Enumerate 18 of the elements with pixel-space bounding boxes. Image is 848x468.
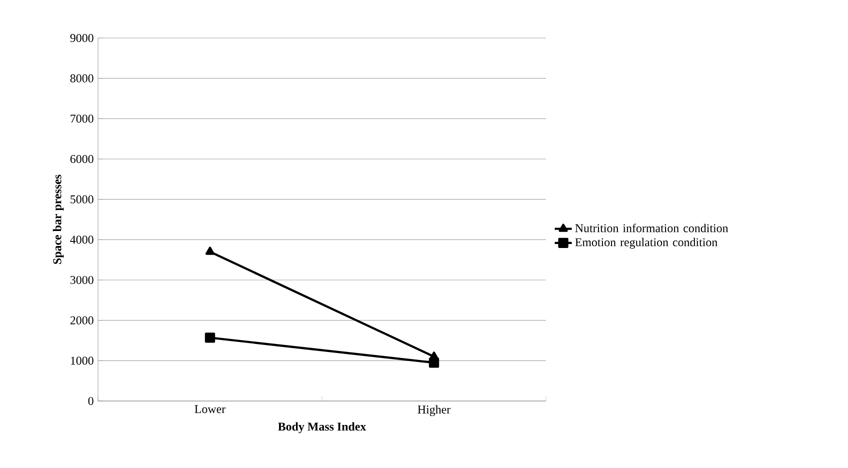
y-tick-label: 1000 [70, 356, 94, 365]
y-tick-label: 5000 [70, 195, 94, 204]
y-tick-label: 0 [88, 396, 94, 406]
y-axis-title: Space bar presses [52, 174, 64, 264]
legend-label: Nutrition information condition [575, 224, 728, 232]
point [428, 358, 440, 368]
y-tick-label: 6000 [70, 154, 94, 164]
y-tick-label: 2000 [70, 316, 94, 324]
y-tick-label: 7000 [70, 114, 94, 123]
x-tick-label: Lower [194, 405, 226, 414]
y-tick-label: 9000 [70, 34, 94, 42]
y-tick-label: 3000 [70, 276, 94, 284]
x-tick-label: Higher [418, 405, 450, 416]
legend-label: Emotion regulation condition [575, 238, 718, 249]
y-tick-label: 8000 [70, 74, 94, 82]
x-axis-title: Body Mass Index [278, 422, 366, 434]
point [204, 332, 216, 343]
y-tick-label: 4000 [70, 236, 94, 244]
